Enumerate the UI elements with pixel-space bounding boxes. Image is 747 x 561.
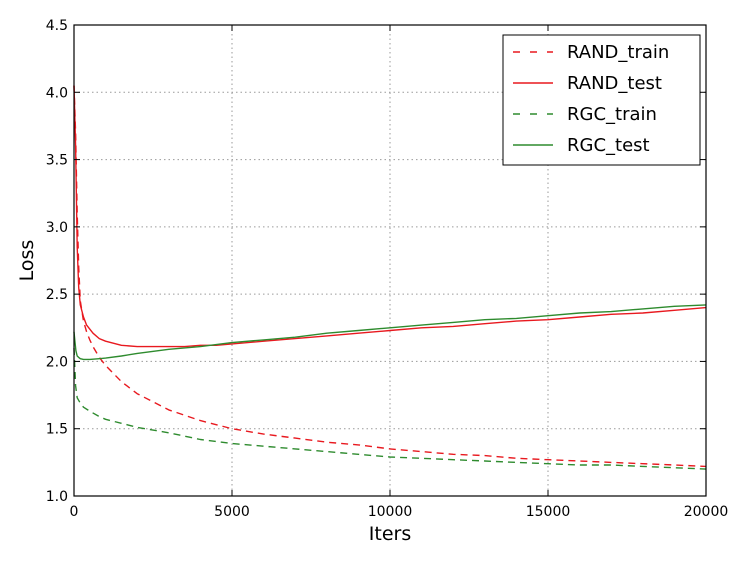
series-lines	[73, 85, 707, 470]
x-tick-label: 5000	[214, 504, 250, 520]
legend-label: RAND_test	[567, 73, 662, 94]
y-tick-label: 4.0	[46, 85, 68, 101]
legend: RAND_train RAND_test RGC_train RGC_test	[502, 34, 701, 166]
x-axis-label: Iters	[369, 523, 411, 545]
y-tick-label: 2.0	[46, 354, 68, 370]
y-tick-label: 1.0	[46, 489, 68, 505]
x-tick-label: 10000	[368, 504, 413, 520]
axis-ticks: 0 5000 10000 15000 20000 1.0 1.5 2.0 2.5 3.0 3.5 4.…	[46, 18, 729, 520]
legend-label: RGC_train	[567, 104, 657, 125]
legend-label: RGC_test	[567, 135, 650, 156]
y-axis-label: Loss	[16, 240, 38, 282]
series-line-rand-train	[73, 85, 707, 468]
y-tick-label: 2.5	[46, 287, 68, 303]
y-tick-label: 1.5	[46, 422, 68, 438]
x-tick-label: 20000	[684, 504, 729, 520]
legend-box	[502, 34, 701, 166]
y-tick-label: 4.5	[46, 18, 68, 34]
x-tick-label: 0	[70, 504, 79, 520]
y-tick-label: 3.0	[46, 220, 68, 236]
y-tick-label: 3.5	[46, 153, 68, 169]
legend-label: RAND_train	[567, 42, 669, 63]
series-line-rgc-test	[73, 304, 707, 361]
x-tick-label: 15000	[526, 504, 571, 520]
series-line-rgc-train	[73, 347, 707, 470]
